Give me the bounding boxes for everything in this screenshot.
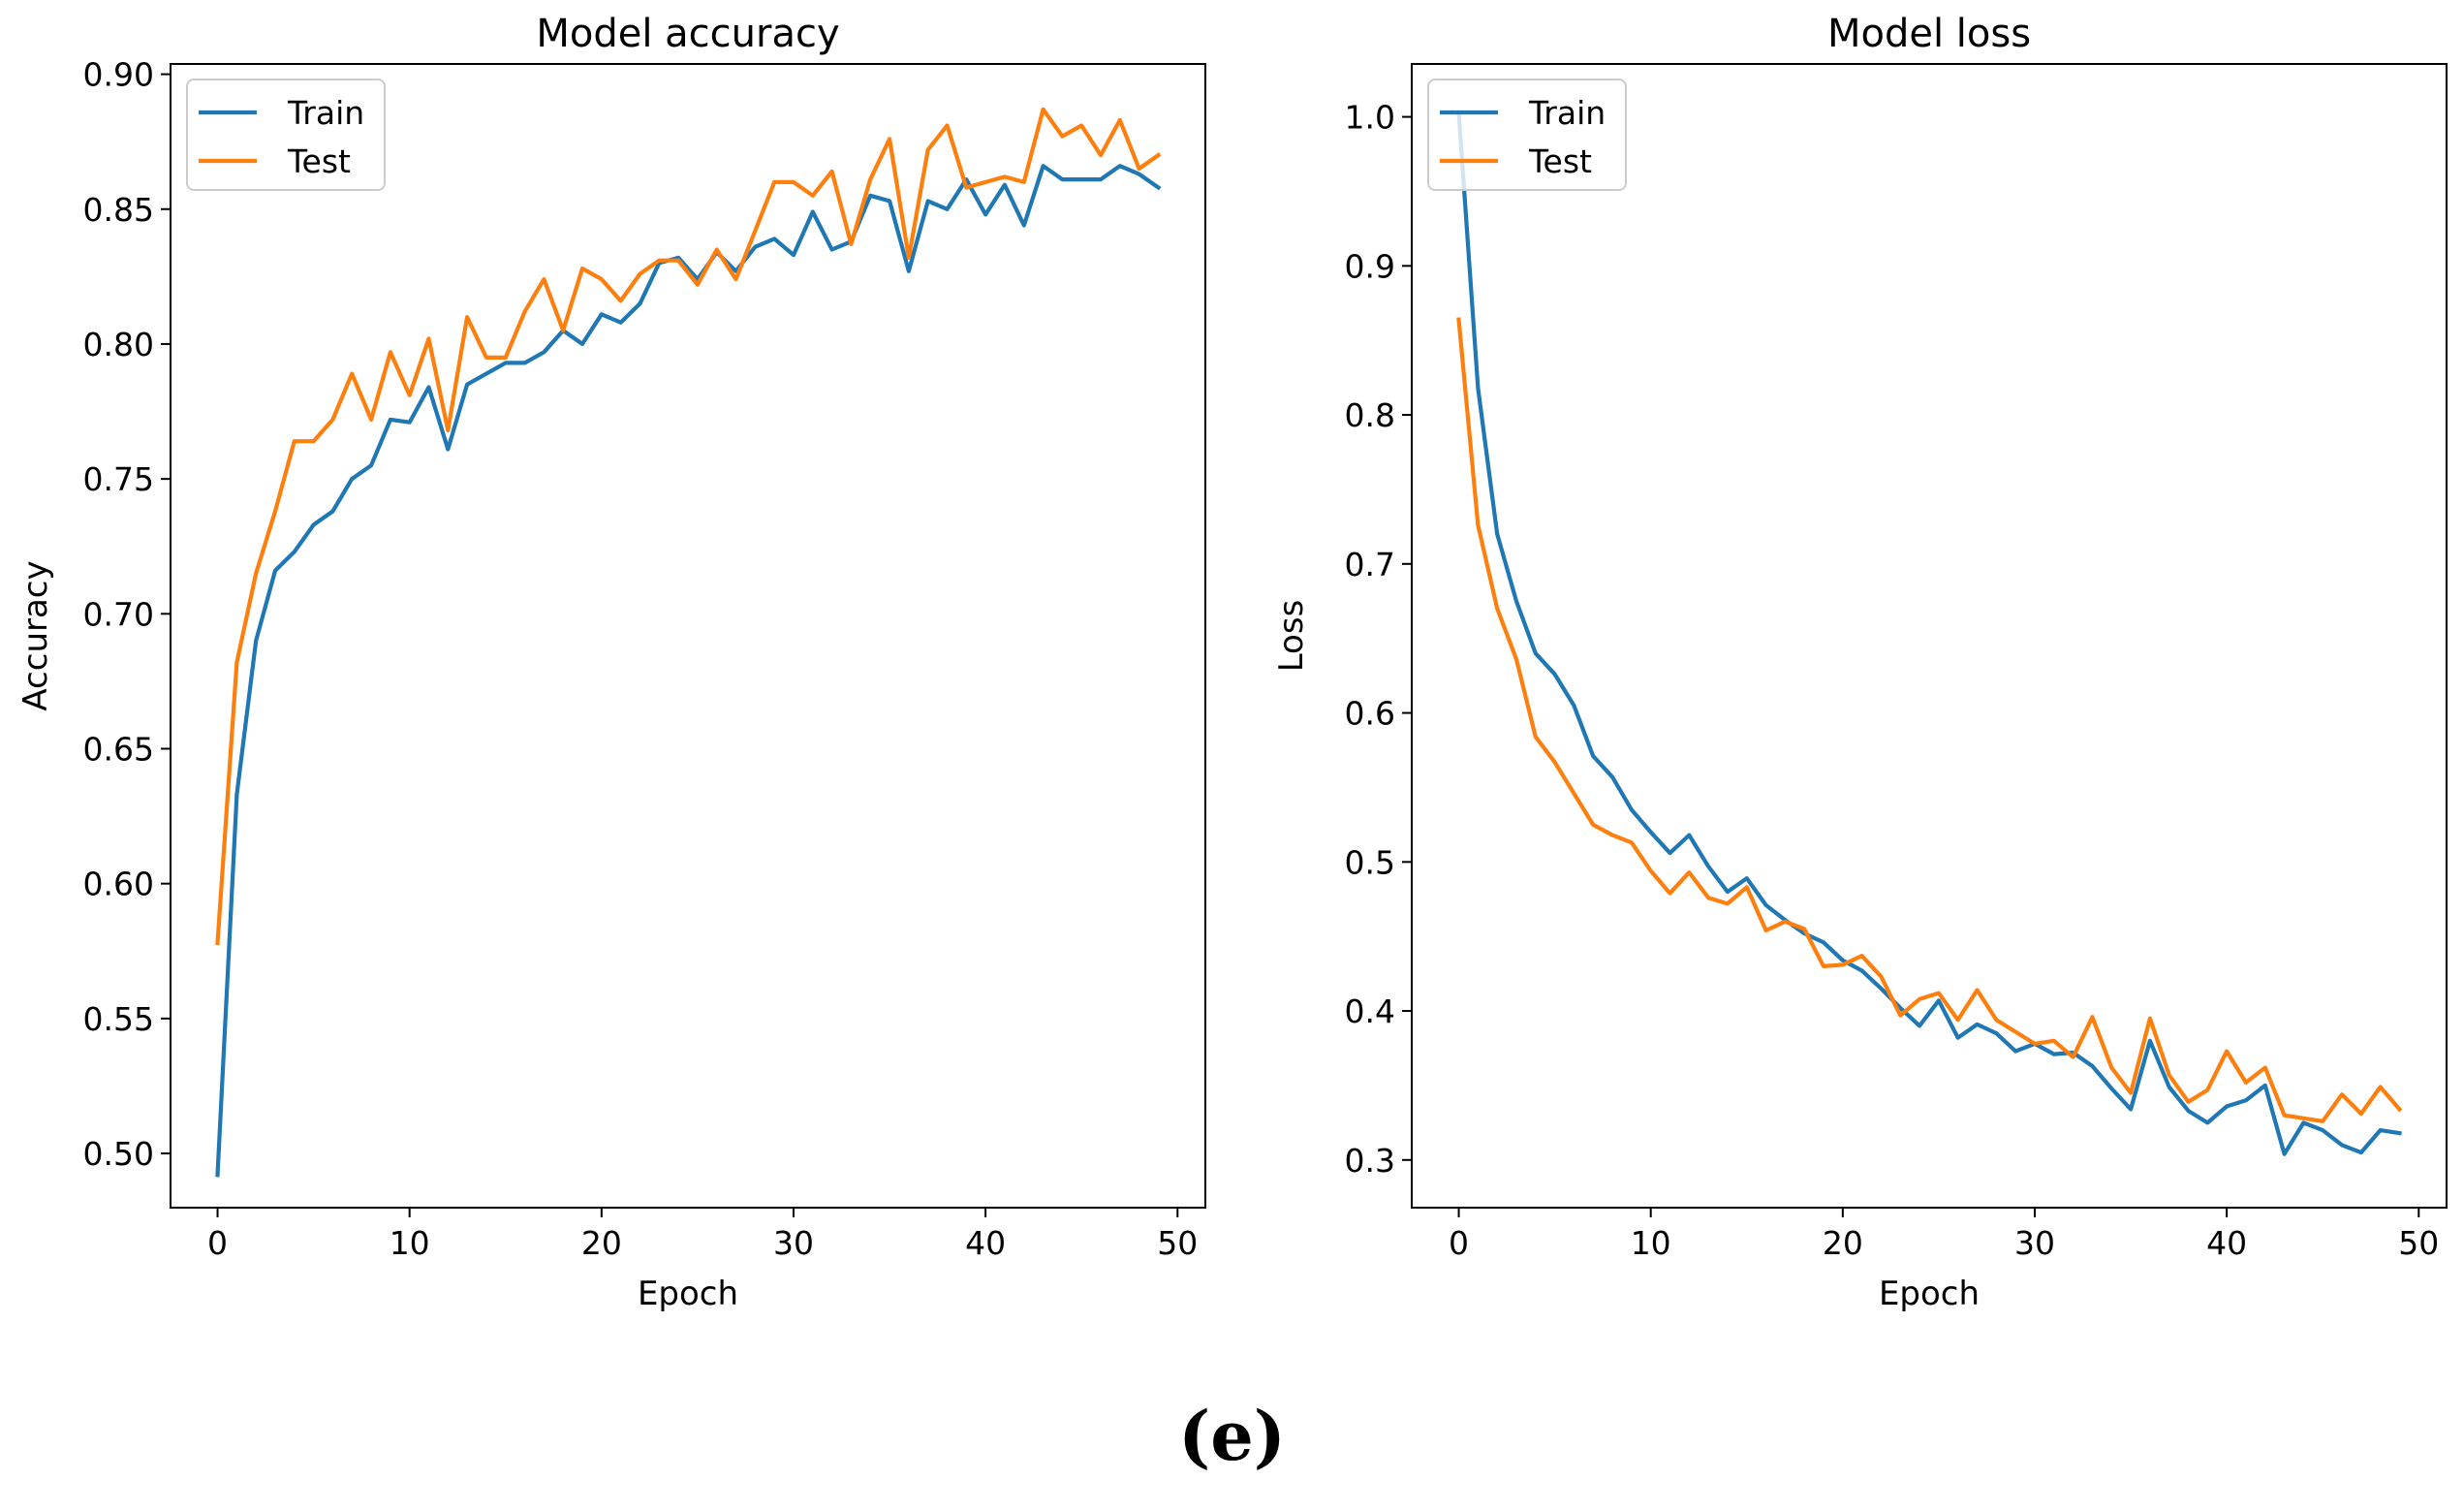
y-tick-label: 0.90 bbox=[83, 56, 154, 94]
subplot-2: Model loss 0 10 20 30 40 50 0.3 0.4 0.5 0.6 0.7 0.8 0… bbox=[1272, 12, 2448, 1313]
x-tick-label: 50 bbox=[1157, 1224, 1198, 1262]
chart-title: Model accuracy bbox=[536, 12, 839, 56]
y-tick-label: 0.75 bbox=[83, 460, 154, 498]
y-tick-label: 0.5 bbox=[1345, 843, 1395, 881]
y-tick-label: 0.6 bbox=[1345, 695, 1395, 733]
plot-frame bbox=[1411, 63, 2448, 1209]
legend: Train Test bbox=[1427, 79, 1627, 191]
figure-label: (e) bbox=[1178, 1396, 1286, 1476]
y-tick-label: 0.3 bbox=[1345, 1142, 1395, 1180]
y-tick-label: 0.50 bbox=[83, 1135, 154, 1173]
x-tick-label: 0 bbox=[1449, 1224, 1469, 1262]
series-line-test bbox=[1456, 317, 2403, 1123]
plot-frame bbox=[170, 63, 1206, 1209]
y-tick-label: 1.0 bbox=[1345, 99, 1395, 137]
legend-label-train: Train bbox=[287, 94, 364, 132]
x-tick-label: 20 bbox=[581, 1224, 622, 1262]
x-axis-label: Epoch bbox=[1879, 1275, 1980, 1313]
series-line-train bbox=[215, 164, 1162, 1178]
x-tick-label: 30 bbox=[773, 1224, 814, 1262]
chart-title: Model loss bbox=[1827, 12, 2031, 56]
x-tick-label: 40 bbox=[2206, 1224, 2247, 1262]
subplot-1: Model accuracy 0 10 20 30 40 50 0.50 0.55 0.60 0.6… bbox=[16, 12, 1206, 1313]
x-axis-label: Epoch bbox=[638, 1275, 738, 1313]
y-tick-label: 0.9 bbox=[1345, 247, 1395, 285]
series-line-test bbox=[215, 107, 1162, 946]
y-tick-label: 0.85 bbox=[83, 191, 154, 229]
series-line-train bbox=[1456, 110, 2402, 1156]
legend-label-test: Test bbox=[1528, 142, 1592, 180]
x-tick-label: 10 bbox=[1631, 1224, 1671, 1262]
x-tick-label: 30 bbox=[2014, 1224, 2055, 1262]
y-tick-label: 0.7 bbox=[1345, 546, 1395, 583]
legend-label-test: Test bbox=[287, 142, 351, 180]
y-tick-label: 0.60 bbox=[83, 866, 154, 903]
y-tick-label: 0.8 bbox=[1345, 396, 1395, 434]
y-tick-label: 0.65 bbox=[83, 730, 154, 768]
y-axis-label: Loss bbox=[1272, 600, 1311, 673]
y-tick-label: 0.80 bbox=[83, 326, 154, 363]
x-tick-label: 50 bbox=[2398, 1224, 2439, 1262]
x-tick-label: 0 bbox=[207, 1224, 228, 1262]
x-tick-label: 20 bbox=[1823, 1224, 1863, 1262]
legend-label-train: Train bbox=[1528, 94, 1606, 132]
y-tick-label: 0.4 bbox=[1345, 992, 1395, 1030]
y-tick-label: 0.55 bbox=[83, 1000, 154, 1038]
legend: Train Test bbox=[186, 79, 386, 191]
x-tick-label: 10 bbox=[390, 1224, 430, 1262]
x-tick-label: 40 bbox=[965, 1224, 1006, 1262]
y-axis-label: Accuracy bbox=[16, 560, 55, 710]
y-tick-label: 0.70 bbox=[83, 595, 154, 633]
